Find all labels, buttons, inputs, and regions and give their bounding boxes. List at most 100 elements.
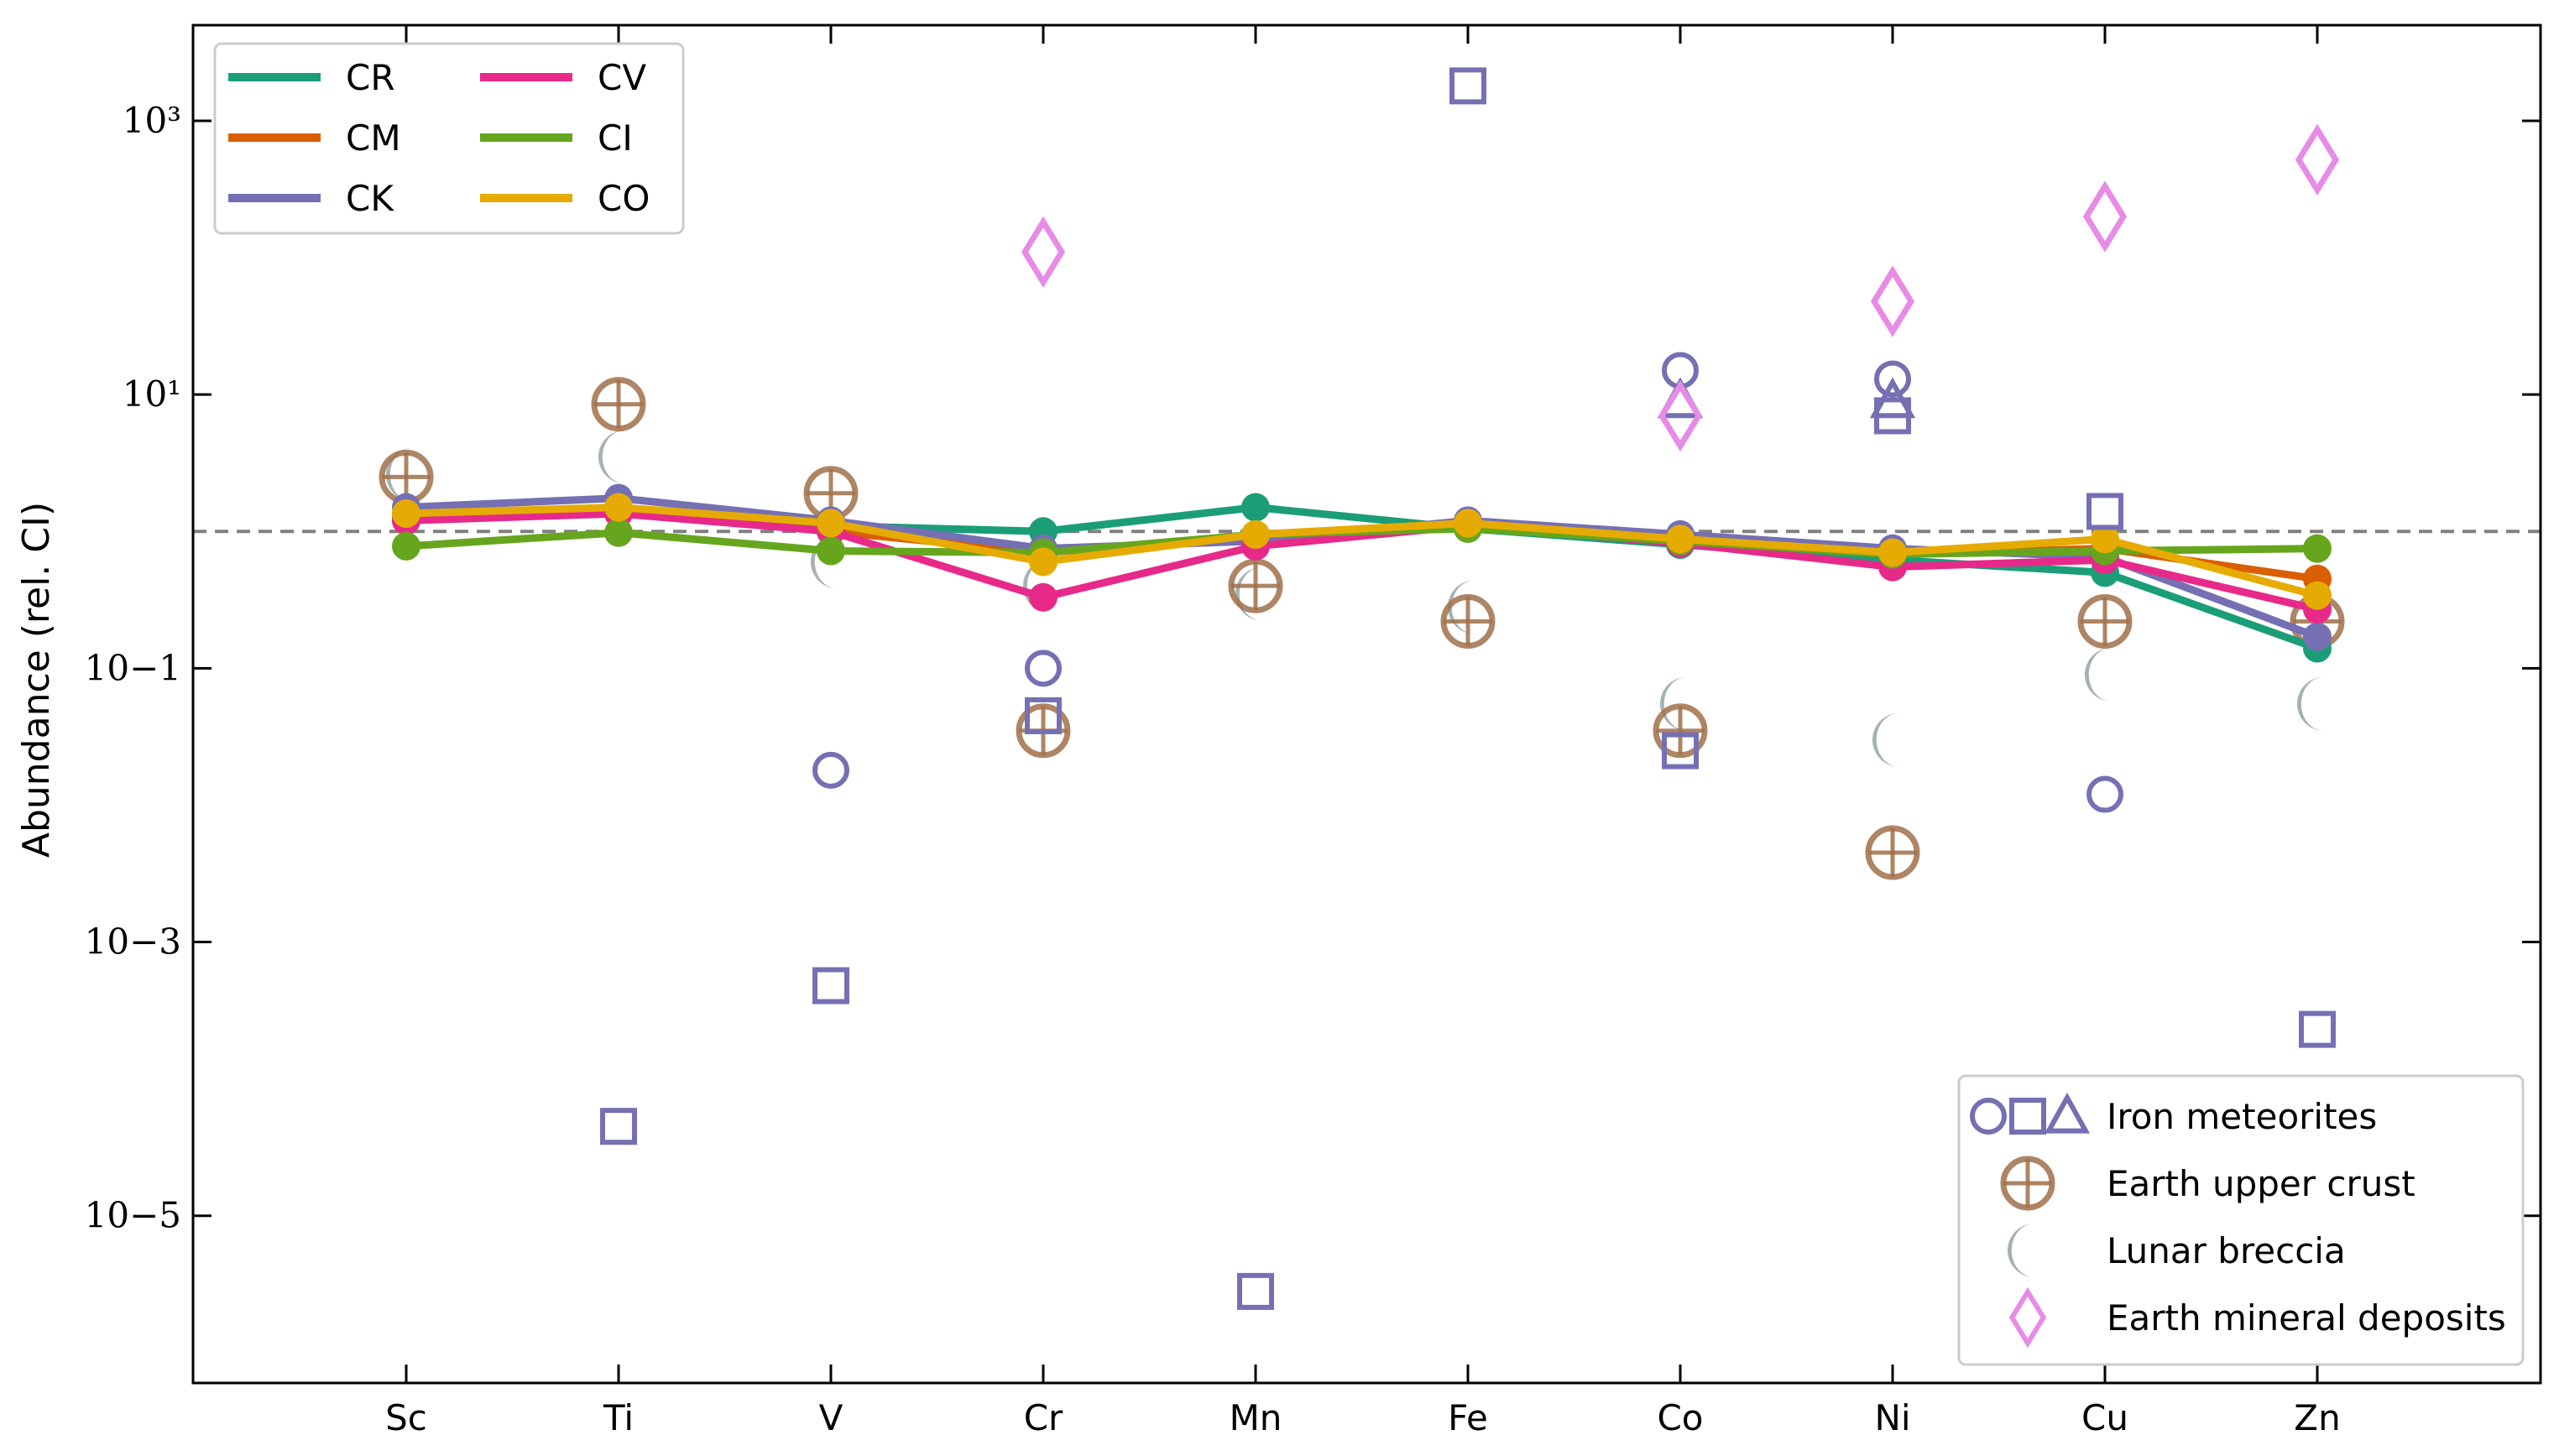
legend-deposit-icon-shape (2008, 1286, 2047, 1349)
plot-area (193, 67, 2541, 1310)
series-ci-point-v (817, 536, 845, 566)
series-co-point-co (1666, 524, 1695, 554)
x-tick-label-cu: Cu (2081, 1397, 2128, 1438)
lunar-breccia-marker-ni (1872, 712, 1899, 767)
iron-meteorite-square-v-shape (812, 967, 849, 1005)
lunar-breccia-marker-ni-shape (1872, 712, 1899, 767)
x-tick-label-zn: Zn (2294, 1397, 2340, 1438)
legend-label-iron-meteorites: Iron meteorites (2107, 1096, 2377, 1137)
y-tick-label-4: 10³ (123, 100, 181, 141)
series-ci-point-sc (392, 531, 420, 561)
mineral-deposit-marker-zn-shape (2295, 123, 2340, 196)
y-tick-label-1: 10−3 (85, 921, 181, 963)
iron-meteorite-square-ti-shape (600, 1108, 637, 1145)
earth-crust-marker-ti (591, 377, 646, 432)
series-ci-point-zn (2303, 534, 2332, 563)
axes: Sc Ti V Cr Mn Fe Co Ni Cu Zn 10−5 10−3 10−1 10¹ 10³ (85, 23, 2542, 1438)
iron-meteorite-circle-cr-shape (1025, 650, 1062, 687)
iron-meteorite-circle-v (812, 751, 849, 789)
legend-label-ci: CI (598, 117, 633, 159)
legend-iron-circle-icon-shape (1970, 1098, 2007, 1135)
lunar-breccia-marker-cu-shape (2085, 647, 2112, 702)
lunar-breccia-marker-zn-shape (2297, 676, 2324, 731)
y-tick-label-0: 10−5 (85, 1195, 181, 1236)
earth-crust-marker-cu (2077, 594, 2133, 650)
y-tick-label-2: 10−1 (85, 647, 181, 688)
iron-meteorite-square-cu-shape (2086, 493, 2123, 530)
series-cv-line (405, 509, 2319, 613)
iron-meteorite-square-zn (2299, 1010, 2336, 1048)
x-tick-label-fe: Fe (1448, 1397, 1488, 1438)
lunar-breccia-marker-cu (2085, 647, 2112, 702)
series-ck-point-zn (2303, 622, 2332, 651)
iron-meteorite-square-cr (1025, 697, 1062, 734)
x-tick-label-ni: Ni (1874, 1397, 1910, 1438)
lunar-breccia-marker-sc-shape (386, 447, 413, 502)
iron-meteorite-square-mn-shape (1237, 1272, 1274, 1310)
mineral-deposit-marker-cu-shape (2082, 180, 2128, 253)
legend-iron-triangle-icon (2044, 1092, 2091, 1134)
earth-crust-marker-mn (1228, 558, 1283, 613)
lunar-breccia-marker-co (1660, 676, 1687, 731)
series-co-point-fe (1454, 509, 1482, 538)
series-co-point-ti (604, 493, 633, 522)
lunar-breccia-marker-zn (2297, 676, 2324, 731)
iron-meteorite-circle-cr (1025, 650, 1062, 687)
iron-meteorite-circle-v-shape (812, 751, 849, 789)
series-legend-box (213, 42, 685, 235)
lunar-breccia-marker-sc (386, 447, 413, 502)
series-legend: CR CM CK CV CI CO (213, 42, 685, 235)
legend-label-cm: CM (346, 117, 401, 159)
mineral-deposit-marker-ni (1870, 265, 1915, 337)
legend-iron-square-icon (2009, 1098, 2046, 1135)
lunar-breccia-marker-ti-shape (598, 430, 625, 484)
legend-iron-triangle-icon-shape (2044, 1092, 2091, 1134)
iron-meteorite-square-ni (1874, 397, 1911, 435)
mineral-deposit-marker-cu (2082, 180, 2128, 253)
series-cv-point-cr (1029, 582, 1058, 612)
lunar-breccia-marker-ti (598, 430, 625, 484)
iron-meteorite-square-fe-shape (1449, 67, 1486, 105)
legends: CR CM CK CV CI CO Iron meteorites Earth upper c… (213, 42, 2525, 1366)
x-tick-label-sc: Sc (385, 1397, 427, 1438)
series-co-line (405, 504, 2319, 600)
x-tick-label-cr: Cr (1024, 1397, 1063, 1438)
marker-legend: Iron meteorites Earth upper crust Lunar br… (1957, 1074, 2525, 1366)
legend-iron-square-icon-shape (2009, 1098, 2046, 1135)
x-tick-label-mn: Mn (1230, 1397, 1282, 1438)
series-cr-point-mn (1241, 493, 1270, 522)
legend-label-lunar-breccia: Lunar breccia (2107, 1230, 2346, 1271)
y-tick-label-3: 10¹ (123, 373, 181, 415)
iron-meteorite-square-zn-shape (2299, 1010, 2336, 1048)
iron-meteorite-square-cr-shape (1025, 697, 1062, 734)
series-co-point-cr (1029, 547, 1058, 577)
legend-lunar-icon (2008, 1224, 2034, 1277)
legend-crust-icon (2000, 1156, 2055, 1211)
iron-meteorite-square-co-shape (1662, 732, 1699, 770)
iron-meteorite-square-ni-shape (1874, 397, 1911, 435)
iron-meteorite-square-v (812, 967, 849, 1005)
legend-label-cr: CR (346, 57, 395, 98)
mineral-deposit-marker-cr (1021, 216, 1066, 289)
marker-legend-box (1957, 1074, 2525, 1366)
legend-deposit-icon (2008, 1286, 2047, 1349)
mineral-deposit-marker-co-shape (1658, 379, 1703, 452)
series-co-point-cu (2091, 524, 2119, 554)
mineral-deposit-marker-zn (2295, 123, 2340, 196)
series-co-point-sc (392, 499, 420, 529)
x-tick-label-co: Co (1657, 1397, 1703, 1438)
earth-crust-marker-co (1653, 703, 1708, 759)
series-co-point-zn (2303, 581, 2332, 610)
mineral-deposit-marker-cr-shape (1021, 216, 1066, 289)
iron-meteorite-circle-cu-shape (2086, 775, 2123, 813)
iron-meteorite-square-cu (2086, 493, 2123, 530)
series-co-point-mn (1241, 519, 1270, 549)
x-tick-label-v: V (819, 1397, 843, 1438)
series-co-point-ni (1878, 538, 1907, 567)
legend-label-co: CO (598, 178, 650, 219)
iron-meteorite-circle-ni-shape (1874, 360, 1911, 398)
iron-meteorite-square-fe (1449, 67, 1486, 105)
legend-iron-circle-icon (1970, 1098, 2007, 1135)
x-tick-label-ti: Ti (603, 1397, 634, 1438)
